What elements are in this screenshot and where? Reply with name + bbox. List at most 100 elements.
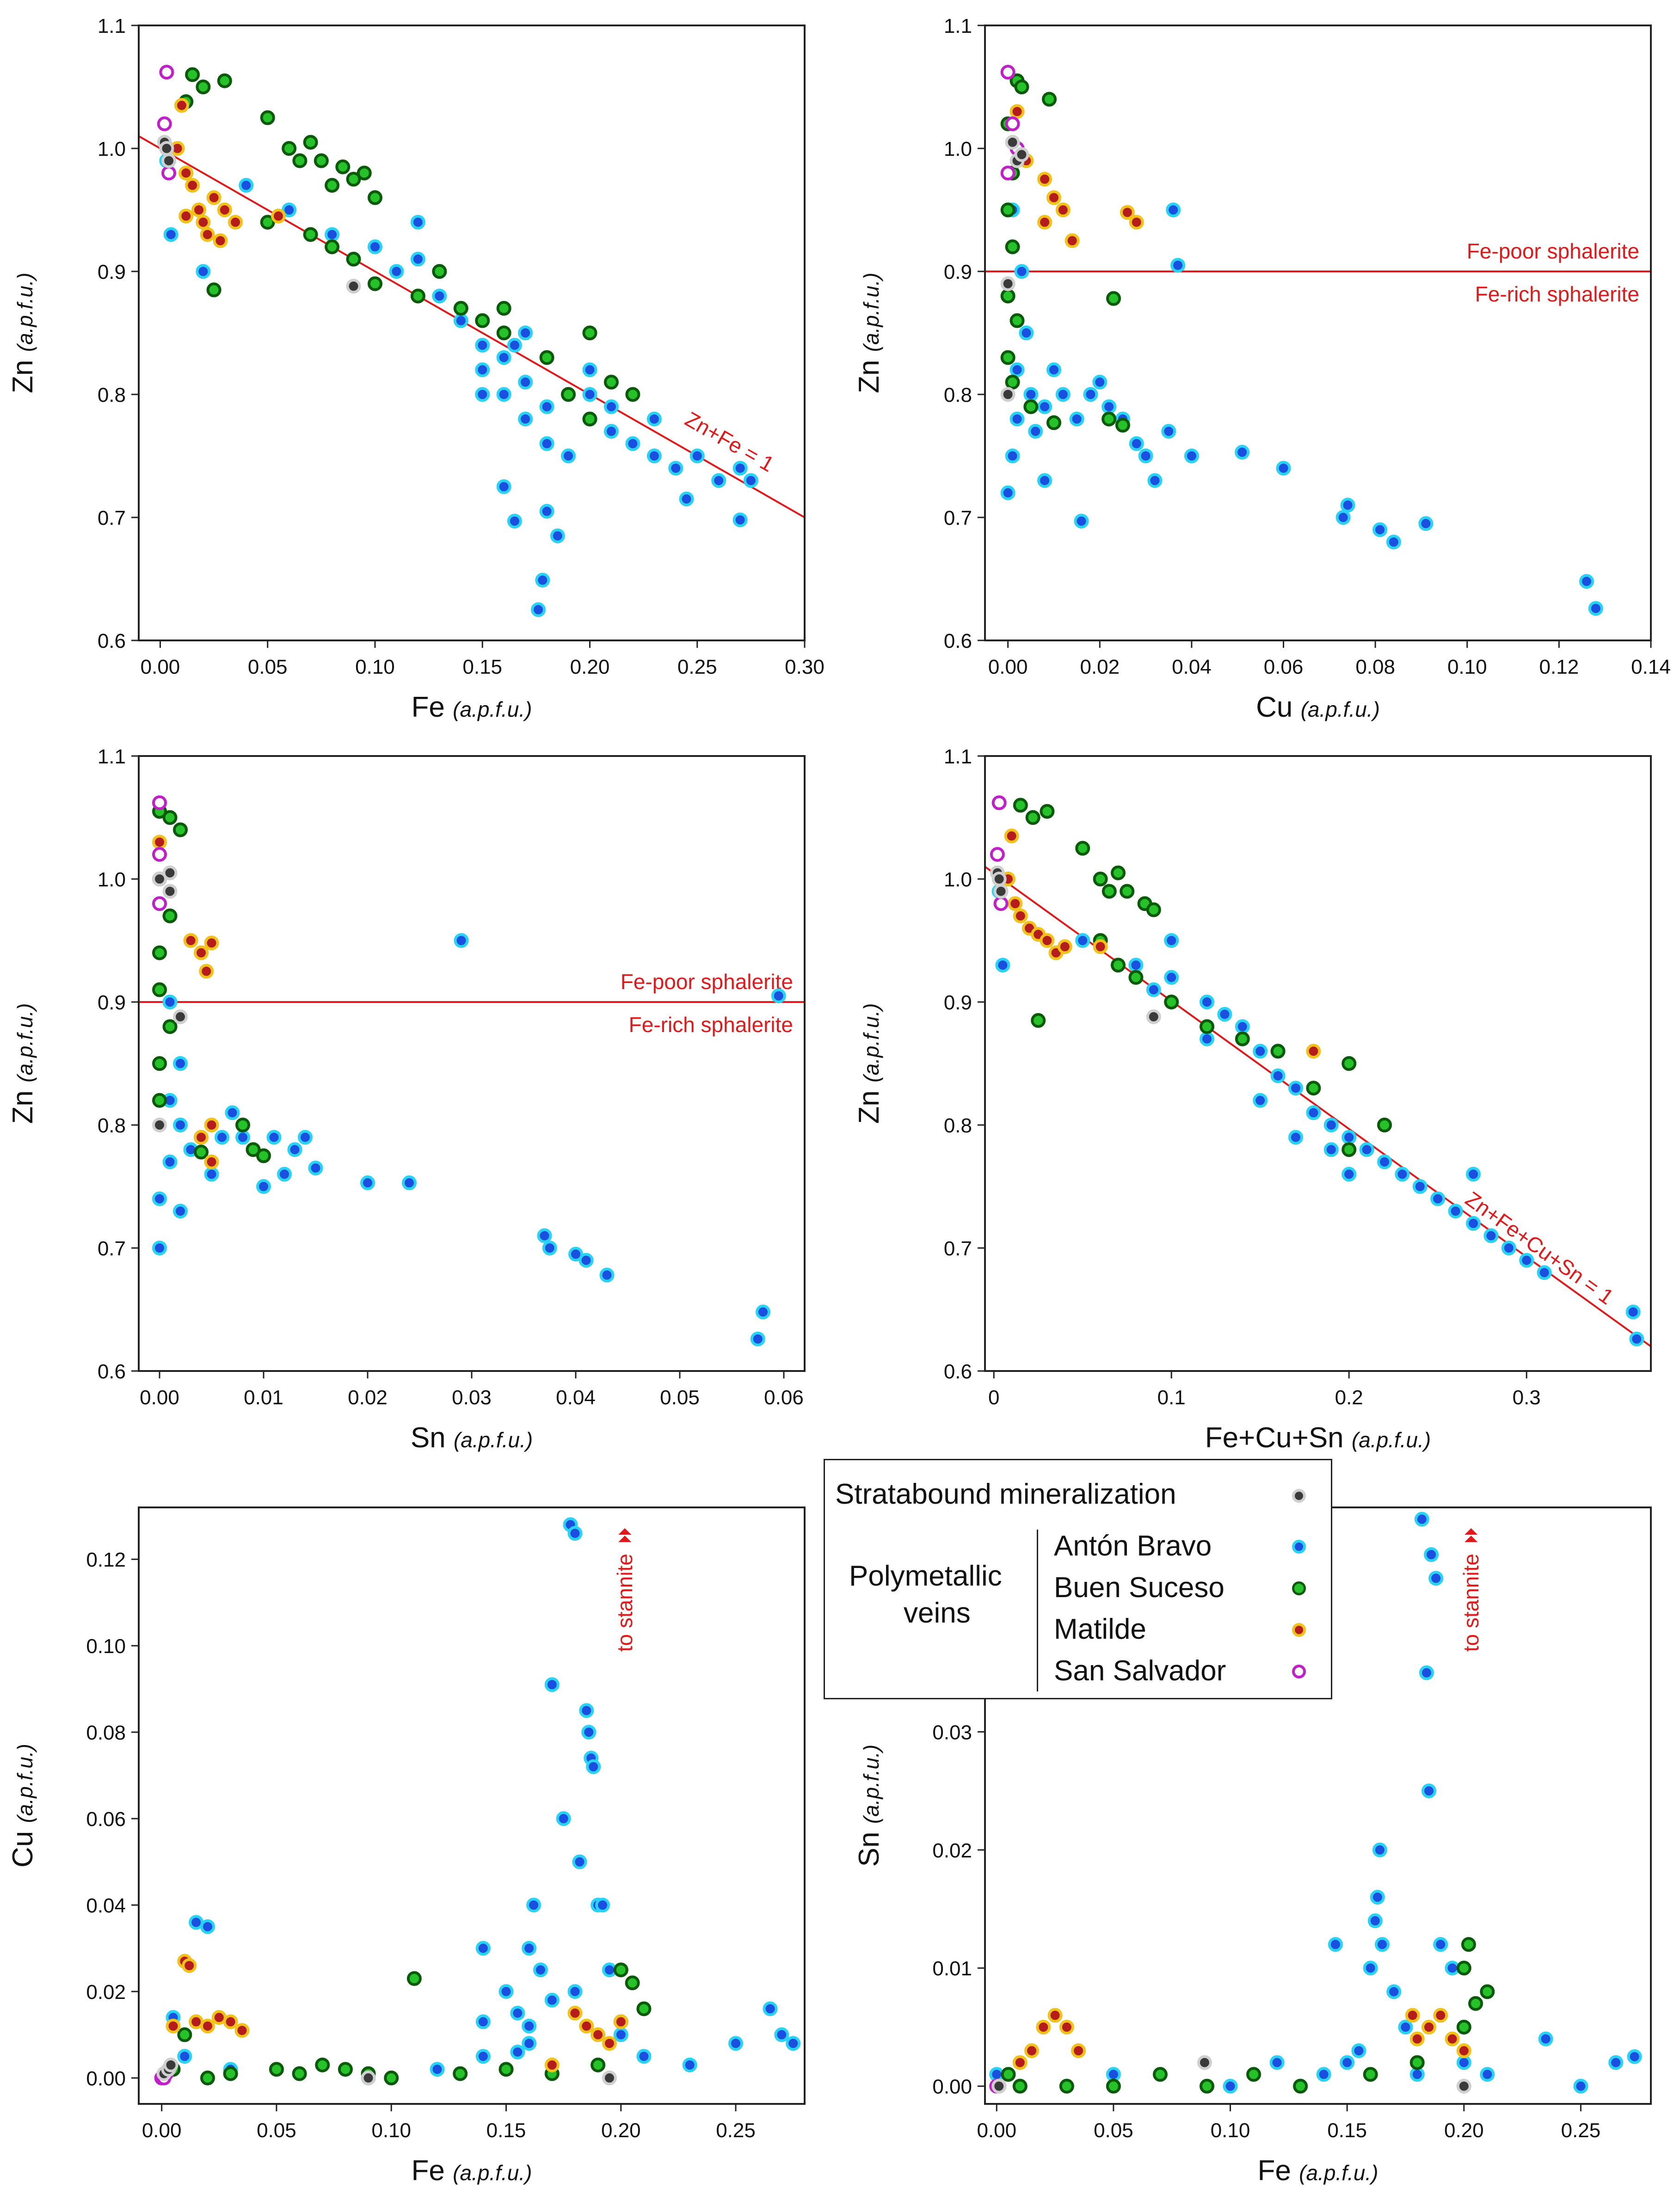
chart-zn-vs-fe-point-buen-suceso-25 (603, 375, 619, 390)
chart-zn-vs-cu-ytick-label-3: 0.9 (944, 261, 972, 283)
chart-zn-vs-cu-point-buen-suceso-11 (1106, 291, 1121, 306)
chart-sn-vs-fe-xtick-label-5: 0.25 (1561, 2119, 1601, 2142)
chart-zn-vs-cu-point-anton-bravo-33 (1014, 264, 1029, 279)
chart-sn-vs-fe-point-stratabound-1 (1197, 2055, 1212, 2070)
chart-zn-vs-sn-point-buen-suceso-12 (256, 1148, 271, 1163)
chart-zn-vs-fe-point-anton-bravo-1 (163, 227, 178, 242)
chart-sn-vs-fe-ylabel-name: Sn (853, 1824, 885, 1867)
legend-swatch-matilde (1292, 1623, 1306, 1637)
chart-zn-vs-fecusn-point-anton-bravo-29 (1342, 1167, 1357, 1182)
chart-cu-vs-fe-point-matilde-12 (613, 2014, 628, 2029)
legend-swatch-san-salvador (1292, 1665, 1306, 1678)
chart-zn-vs-sn-point-buen-suceso-11 (246, 1142, 261, 1157)
chart-sn-vs-fe-arrow-label: to stannite (1459, 1554, 1483, 1652)
chart-zn-vs-sn-point-anton-bravo-25 (578, 1253, 594, 1268)
chart-zn-vs-cu-label-fe-poor: Fe-poor sphalerite (1467, 239, 1639, 263)
chart-zn-vs-fe-point-anton-bravo-3 (239, 178, 254, 193)
chart-sn-vs-fe-point-anton-bravo-25 (1608, 2055, 1624, 2070)
chart-zn-vs-fe-point-buen-suceso-27 (206, 282, 222, 297)
chart-zn-vs-cu-point-buen-suceso-4 (1000, 203, 1015, 217)
chart-zn-vs-fecusn-point-anton-bravo-23 (1537, 1265, 1552, 1280)
chart-zn-vs-fe-point-matilde-3 (191, 203, 207, 217)
chart-cu-vs-fe-point-buen-suceso-18 (223, 2066, 238, 2081)
chart-cu-vs-fe-ylabel: Cu (a.p.f.u.) (7, 1744, 39, 1868)
chart-zn-vs-fe-point-anton-bravo-4 (282, 203, 297, 217)
chart-zn-vs-sn-xtick-label-5: 0.05 (660, 1386, 700, 1409)
chart-cu-vs-fe-point-buen-suceso-13 (625, 1975, 640, 1991)
chart-cu-vs-fe-point-anton-bravo-22 (581, 1725, 597, 1740)
chart-zn-vs-fecusn-point-anton-bravo-16 (1412, 1179, 1428, 1194)
chart-zn-vs-fe-point-matilde-4 (196, 215, 211, 230)
chart-zn-vs-cu-xtick-label-3: 0.06 (1264, 656, 1304, 678)
chart-zn-vs-fecusn-point-anton-bravo-11 (1323, 1118, 1339, 1132)
chart-sn-vs-fe-point-matilde-7 (1409, 2031, 1425, 2047)
chart-sn-vs-fe-point-anton-bravo-24 (1573, 2078, 1588, 2094)
chart-cu-vs-fe-ytick-label-4: 0.08 (86, 1721, 126, 1744)
chart-cu-vs-fe-point-buen-suceso-4 (315, 2057, 330, 2072)
chart-zn-vs-fecusn-ytick-label-5: 1.1 (944, 745, 972, 768)
chart-zn-vs-cu-point-matilde-5 (1120, 205, 1135, 220)
chart-zn-vs-fe-point-buen-suceso-19 (410, 289, 425, 304)
chart-zn-vs-fe-point-anton-bravo-17 (539, 399, 554, 414)
chart-zn-vs-fecusn-ytick-label-3: 0.9 (944, 991, 972, 1014)
chart-zn-vs-fe-point-anton-bravo-28 (711, 473, 726, 488)
chart-sn-vs-fe-point-anton-bravo-17 (1428, 1571, 1444, 1586)
chart-zn-vs-sn-point-matilde-2 (204, 935, 219, 951)
chart-zn-vs-sn-label-fe-poor: Fe-poor sphalerite (621, 970, 793, 994)
chart-zn-vs-sn-point-buen-suceso-6 (152, 982, 167, 997)
chart-zn-vs-fe-point-anton-bravo-30 (743, 473, 758, 488)
chart-cu-vs-fe-point-matilde-11 (567, 2005, 583, 2021)
chart-zn-vs-cu-point-anton-bravo-3 (1009, 362, 1025, 377)
chart-zn-vs-fecusn-xtick-label-0: 0 (988, 1386, 999, 1409)
chart-zn-vs-cu-xtick-label-1: 0.02 (1080, 656, 1120, 678)
chart-zn-vs-fe-point-matilde-9 (200, 227, 215, 242)
chart-zn-vs-sn-point-buen-suceso-9 (152, 1093, 167, 1108)
chart-zn-vs-fecusn-point-buen-suceso-13 (1164, 995, 1179, 1009)
chart-zn-vs-fe-xtick-label-0: 0.00 (141, 656, 180, 678)
chart-zn-vs-sn-point-anton-bravo-5 (173, 1118, 188, 1132)
chart-zn-vs-fe-xtick-label-5: 0.25 (677, 656, 717, 678)
chart-zn-vs-cu-point-matilde-3 (1065, 233, 1080, 248)
chart-zn-vs-fe-point-buen-suceso-13 (367, 190, 382, 205)
chart-cu-vs-fe-ylabel-name: Cu (7, 1823, 39, 1867)
chart-sn-vs-fe-ytick-label-2: 0.02 (932, 1839, 972, 1862)
chart-zn-vs-sn: 0.00 0.01 0.02 0.03 0.04 0.05 0.06 0.6 0.7 0.8 0.9… (7, 745, 806, 1454)
legend-swatch-stratabound (1292, 1489, 1306, 1503)
chart-zn-vs-fecusn-point-anton-bravo-6 (1235, 1019, 1250, 1034)
chart-sn-vs-fe-point-anton-bravo-3 (1316, 2067, 1331, 2082)
chart-sn-vs-fe-xtick-label-4: 0.20 (1444, 2119, 1484, 2142)
chart-cu-vs-fe-point-anton-bravo-30 (613, 2027, 628, 2042)
chart-sn-vs-fe-point-anton-bravo-14 (1414, 1512, 1429, 1527)
chart-zn-vs-fe-point-anton-bravo-6 (367, 239, 382, 254)
chart-cu-vs-fe-point-buen-suceso-1 (177, 2027, 192, 2042)
chart-sn-vs-fe-point-anton-bravo-13 (1409, 2067, 1425, 2082)
chart-zn-vs-fe-point-anton-bravo-8 (410, 252, 425, 267)
chart-zn-vs-sn-point-anton-bravo-18 (308, 1161, 323, 1176)
chart-sn-vs-fe-point-matilde-9 (1433, 2008, 1448, 2023)
chart-zn-vs-cu-point-anton-bravo-16 (1138, 449, 1153, 463)
chart-zn-vs-fecusn-point-buen-suceso-14 (1200, 1019, 1214, 1034)
chart-sn-vs-fe-xlabel-unit: (a.p.f.u.) (1299, 2161, 1378, 2185)
chart-sn-vs-fe-point-matilde-5 (1012, 2055, 1028, 2070)
chart-cu-vs-fe-point-buen-suceso-3 (269, 2062, 284, 2077)
chart-zn-vs-fe-point-buen-suceso-26 (625, 387, 640, 402)
chart-cu-vs-fe-arrow-head-2 (618, 1536, 632, 1542)
chart-cu-vs-fe-point-matilde-13 (544, 2057, 560, 2072)
chart-zn-vs-sn-point-anton-bravo-17 (298, 1130, 313, 1145)
chart-sn-vs-fe-point-buen-suceso-3 (1106, 2078, 1121, 2094)
chart-zn-vs-fecusn-point-anton-bravo-25 (1629, 1331, 1644, 1346)
chart-zn-vs-fecusn-point-anton-bravo-4 (1164, 970, 1179, 985)
chart-zn-vs-sn-point-buen-suceso-10 (235, 1118, 250, 1132)
chart-zn-vs-fe-point-anton-bravo-46 (646, 449, 662, 463)
chart-zn-vs-fe-point-buen-suceso-22 (496, 326, 511, 340)
chart-zn-vs-cu-point-matilde-6 (1129, 215, 1144, 230)
chart-zn-vs-sn-point-matilde-6 (204, 1154, 219, 1169)
chart-sn-vs-fe-point-anton-bravo-29 (1351, 2043, 1366, 2059)
chart-zn-vs-fecusn-point-anton-bravo-20 (1483, 1228, 1499, 1243)
chart-zn-vs-cu-point-san-salvador-1 (1005, 116, 1020, 131)
chart-zn-vs-cu-point-buen-suceso-1 (1014, 80, 1029, 94)
chart-sn-vs-fe-ytick-label-1: 0.01 (932, 1957, 972, 1980)
chart-zn-vs-sn-point-anton-bravo-26 (599, 1267, 615, 1283)
chart-sn-vs-fe-point-anton-bravo-5 (1340, 2055, 1355, 2070)
chart-sn-vs-fe-point-anton-bravo-16 (1424, 1547, 1439, 1562)
